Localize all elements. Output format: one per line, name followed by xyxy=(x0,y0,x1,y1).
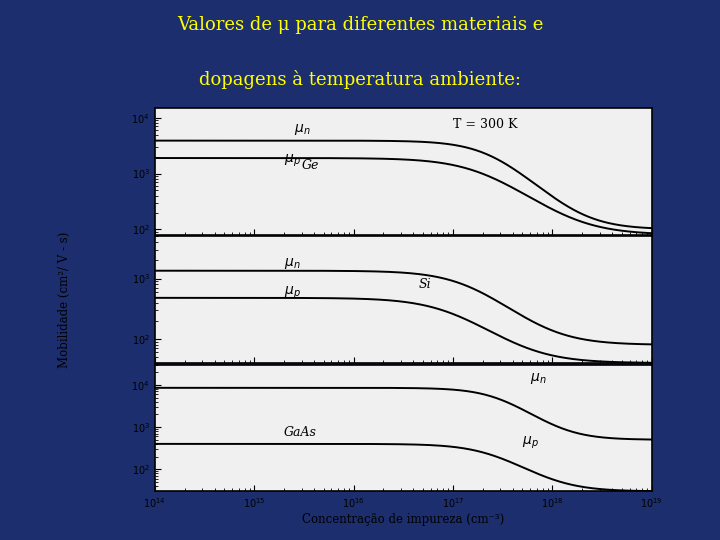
Text: Valores de μ para diferentes materiais e: Valores de μ para diferentes materiais e xyxy=(177,16,543,34)
Text: dopagens à temperatura ambiente:: dopagens à temperatura ambiente: xyxy=(199,70,521,89)
Text: Concentração de impureza (cm⁻³): Concentração de impureza (cm⁻³) xyxy=(302,514,504,526)
Text: Mobilidade (cm²/ V - s): Mobilidade (cm²/ V - s) xyxy=(58,232,71,368)
Text: GaAs: GaAs xyxy=(284,427,317,440)
Text: $\mu_p$: $\mu_p$ xyxy=(284,285,301,301)
Text: $\mu_n$: $\mu_n$ xyxy=(294,122,310,137)
Text: $\mu_p$: $\mu_p$ xyxy=(522,435,539,451)
Text: $\mu_n$: $\mu_n$ xyxy=(284,256,301,271)
Text: Ge: Ge xyxy=(302,159,319,172)
Text: Si: Si xyxy=(418,278,431,291)
Text: $\mu_n$: $\mu_n$ xyxy=(530,372,546,387)
Text: $\mu_p$: $\mu_p$ xyxy=(284,152,301,168)
Text: T = 300 K: T = 300 K xyxy=(453,118,518,131)
